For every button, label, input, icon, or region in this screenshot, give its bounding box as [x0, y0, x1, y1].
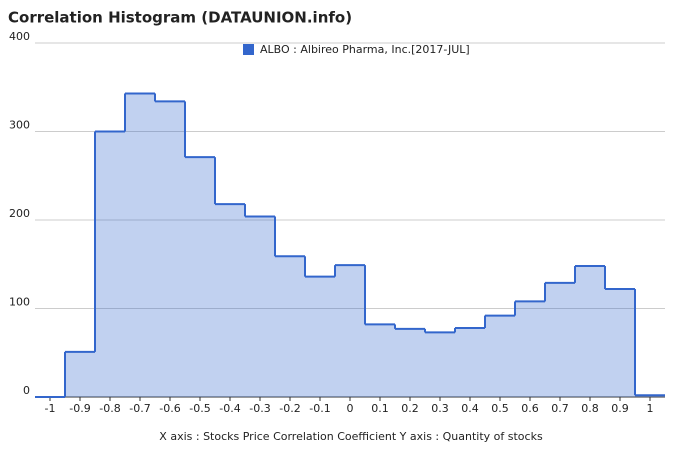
legend-swatch — [243, 44, 254, 55]
y-tick-label: 300 — [9, 119, 30, 132]
histogram-bar — [335, 265, 365, 397]
histogram-bar — [305, 276, 335, 397]
x-tick-label: -0.3 — [249, 402, 270, 415]
x-tick-label: 0.6 — [521, 402, 539, 415]
x-tick-label: -0.5 — [189, 402, 210, 415]
x-tick-label: -0.7 — [129, 402, 150, 415]
histogram-bar — [575, 266, 605, 397]
x-tick-label: 0.2 — [401, 402, 419, 415]
histogram-bar — [215, 204, 245, 397]
histogram-bar — [65, 351, 95, 397]
x-axis-label: X axis : Stocks Price Correlation Coeffi… — [159, 430, 543, 443]
histogram-bar — [365, 324, 395, 397]
x-tick-label: -0.2 — [279, 402, 300, 415]
histogram-bar — [515, 301, 545, 397]
x-tick-label: 0.9 — [611, 402, 629, 415]
histogram-bar — [455, 327, 485, 397]
x-tick-label: -0.8 — [99, 402, 120, 415]
histogram-bar — [545, 282, 575, 397]
x-tick-label: 0.1 — [371, 402, 389, 415]
histogram-bar — [245, 216, 275, 397]
y-tick-label: 100 — [9, 296, 30, 309]
histogram-bar — [605, 289, 635, 397]
histogram-bar — [155, 101, 185, 397]
histogram-bar — [425, 332, 455, 397]
chart-title: Correlation Histogram (DATAUNION.info) — [8, 9, 352, 27]
x-tick-label: 0.5 — [491, 402, 509, 415]
x-tick-label: -0.6 — [159, 402, 180, 415]
y-tick-label: 0 — [23, 384, 30, 397]
x-tick-label: 0.7 — [551, 402, 569, 415]
y-tick-label: 200 — [9, 207, 30, 220]
x-tick-label: 0.4 — [461, 402, 479, 415]
x-tick-label: 0.8 — [581, 402, 599, 415]
x-tick-label: -0.4 — [219, 402, 240, 415]
x-tick-label: 0 — [347, 402, 354, 415]
y-tick-label: 400 — [9, 30, 30, 43]
histogram-bar — [275, 256, 305, 397]
x-tick-label: -0.1 — [309, 402, 330, 415]
legend-label: ALBO : Albireo Pharma, Inc.[2017-JUL] — [260, 43, 470, 56]
x-tick-label: 1 — [647, 402, 654, 415]
histogram-bar — [485, 315, 515, 397]
histogram-bar — [185, 157, 215, 397]
histogram-bar — [125, 93, 155, 397]
x-tick-label: -1 — [45, 402, 56, 415]
x-tick-label: -0.9 — [69, 402, 90, 415]
histogram-bar — [95, 131, 125, 397]
x-tick-label: 0.3 — [431, 402, 449, 415]
histogram-bar — [395, 328, 425, 397]
